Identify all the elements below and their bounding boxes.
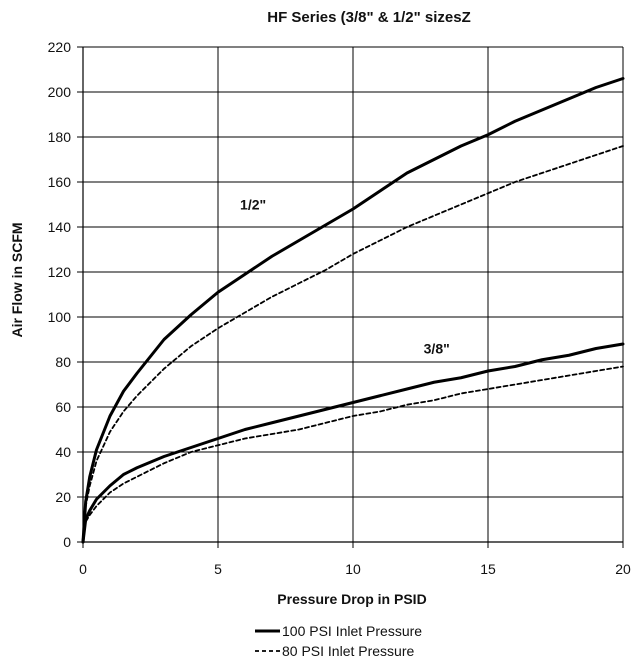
y-tick-label-0: 0 <box>63 534 71 550</box>
y-axis-label: Air Flow in SCFM <box>9 222 25 337</box>
series-line-0 <box>81 77 625 544</box>
x-tick-label-4: 20 <box>615 561 631 577</box>
y-tick-label-11: 220 <box>48 39 72 55</box>
annotation-1: 3/8" <box>424 341 450 357</box>
series-line-3 <box>82 365 624 543</box>
y-axis-ticks: 0 20 40 60 80 100 120 140 160 180 200 220 <box>48 39 83 550</box>
x-axis-label: Pressure Drop in PSID <box>277 591 426 607</box>
series-lines <box>81 77 625 544</box>
x-tick-label-1: 5 <box>214 561 222 577</box>
y-tick-label-5: 100 <box>48 309 72 325</box>
y-tick-label-6: 120 <box>48 264 72 280</box>
grid <box>83 46 624 542</box>
y-tick-label-4: 80 <box>55 354 71 370</box>
y-tick-label-9: 180 <box>48 129 72 145</box>
y-tick-label-7: 140 <box>48 219 72 235</box>
legend-label-100-psi: 100 PSI Inlet Pressure <box>282 623 422 639</box>
annotations: 1/2" 3/8" <box>240 197 450 357</box>
series-line-1 <box>82 145 624 543</box>
chart-title: HF Series (3/8" & 1/2" sizesZ <box>267 9 470 26</box>
y-tick-label-8: 160 <box>48 174 72 190</box>
y-tick-label-10: 200 <box>48 84 72 100</box>
series-line-2 <box>81 342 625 544</box>
legend: 100 PSI Inlet Pressure 80 PSI Inlet Pres… <box>255 623 422 657</box>
legend-label-80-psi: 80 PSI Inlet Pressure <box>282 643 415 657</box>
y-tick-label-2: 40 <box>55 444 71 460</box>
x-tick-label-0: 0 <box>79 561 87 577</box>
x-tick-label-3: 15 <box>480 561 496 577</box>
y-tick-label-1: 20 <box>55 489 71 505</box>
x-axis-ticks: 0 5 10 15 20 <box>79 542 631 577</box>
x-tick-label-2: 10 <box>345 561 361 577</box>
y-tick-label-3: 60 <box>55 399 71 415</box>
annotation-0: 1/2" <box>240 197 266 213</box>
